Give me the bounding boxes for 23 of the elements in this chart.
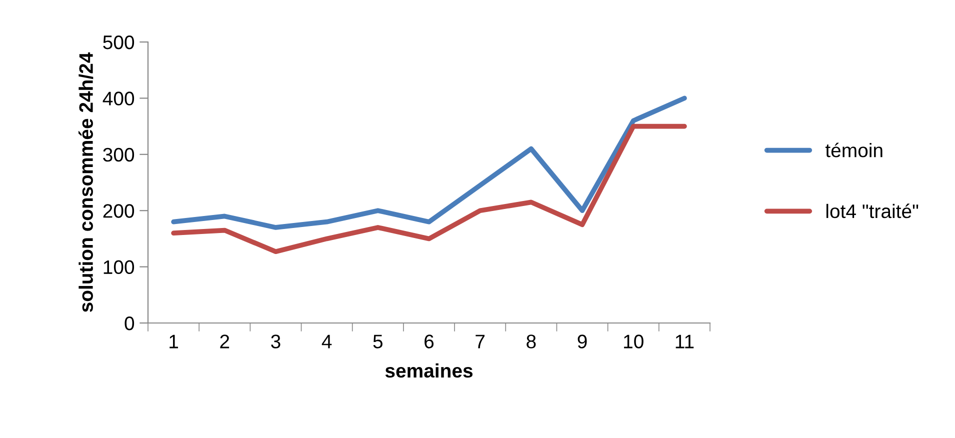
y-axis-title: solution consommée 24h/24 <box>78 52 94 312</box>
x-tick-label: 9 <box>578 334 587 348</box>
y-tick-label: 300 <box>103 148 134 162</box>
line-series <box>171 124 687 254</box>
x-tick-label: 11 <box>676 334 694 348</box>
x-tick-label: 10 <box>624 334 644 348</box>
y-tick-label: 400 <box>102 92 134 106</box>
x-tick-label: 5 <box>373 334 382 348</box>
y-tick-label: 0 <box>124 316 134 330</box>
x-tick-label: 8 <box>526 334 536 348</box>
x-tick-label: 4 <box>322 334 332 348</box>
y-tick-label: 500 <box>103 35 134 50</box>
x-axis-title: semaines <box>385 363 473 378</box>
legend-label: témoin <box>825 142 882 158</box>
x-tick-label: 1 <box>170 334 178 348</box>
x-tick-label: 6 <box>424 334 434 348</box>
legend-label: lot4 "traité" <box>826 204 918 218</box>
x-tick-label: 2 <box>220 334 230 348</box>
x-tick-label: 3 <box>271 334 280 348</box>
y-tick-label: 200 <box>103 204 134 218</box>
x-tick-label: 7 <box>476 334 485 348</box>
y-tick-label: 100 <box>104 260 134 274</box>
line-series <box>171 96 687 230</box>
